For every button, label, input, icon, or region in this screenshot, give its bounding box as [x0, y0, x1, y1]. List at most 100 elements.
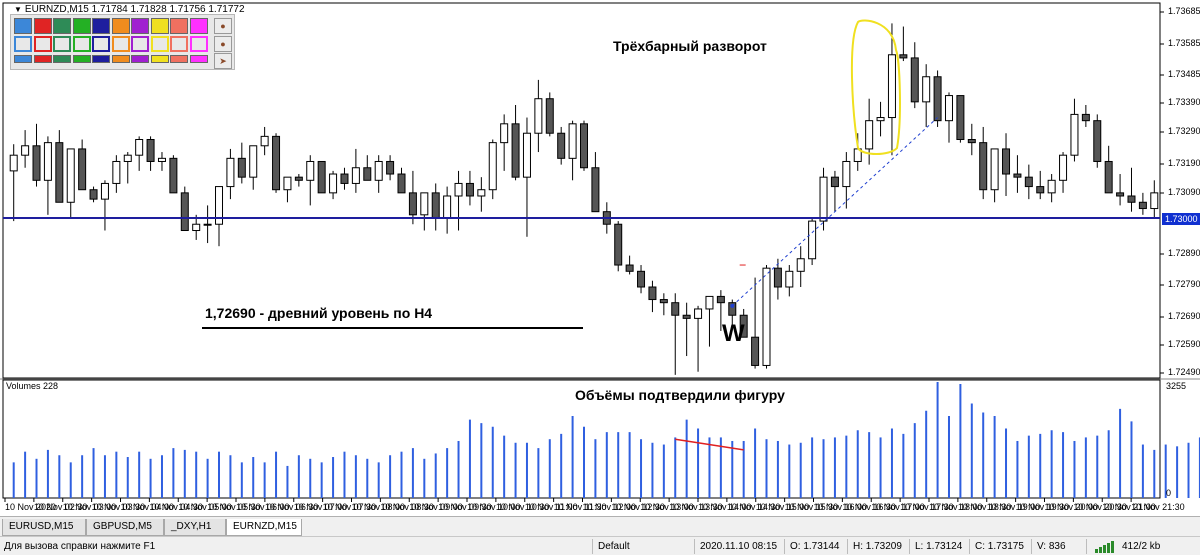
palette-swatch[interactable]	[72, 18, 91, 34]
palette-line-swatch[interactable]	[33, 55, 52, 63]
palette-outline-swatch[interactable]	[131, 36, 149, 52]
palette-outline-swatch[interactable]	[170, 36, 188, 52]
connection-status-icon[interactable]	[1095, 541, 1119, 553]
bull-candle	[876, 117, 885, 122]
status-divider	[694, 539, 695, 554]
tab-gbpusd-m5[interactable]: GBPUSD,M5	[86, 519, 164, 536]
tab-eurnzd-m15[interactable]: EURNZD,M15	[226, 519, 302, 536]
time-axis-label: 10 Nov 20:30	[1073, 502, 1127, 512]
time-axis-label: 10 Nov 07:30	[322, 502, 377, 512]
time-axis-label: 10 Nov 03:00	[62, 502, 117, 512]
bear-candle	[739, 314, 748, 338]
palette-line-swatch[interactable]	[131, 55, 149, 63]
time-axis-label: 10 Nov 21:30	[1131, 502, 1185, 512]
palette-outline-swatch[interactable]	[111, 36, 130, 52]
bear-candle	[146, 139, 155, 162]
palette-swatch[interactable]	[131, 18, 149, 34]
bull-candle	[329, 173, 338, 194]
bull-candle	[522, 132, 531, 178]
bull-candle	[1070, 113, 1079, 156]
palette-swatch[interactable]	[33, 18, 52, 34]
status-high: H: 1.73209	[853, 541, 902, 552]
time-axis-label: 10 Nov 17:30	[900, 502, 954, 512]
time-axis-label: 10 Nov 07:00	[293, 502, 348, 512]
bear-candle	[637, 270, 646, 288]
time-axis-label: 10 Nov 14:00	[698, 502, 752, 512]
palette-outline-swatch[interactable]	[14, 36, 32, 52]
palette-swatch[interactable]	[111, 18, 130, 34]
palette-swatch[interactable]	[150, 18, 169, 34]
bull-candle	[694, 308, 703, 319]
palette-swatch[interactable]	[189, 18, 208, 34]
price-axis-label: 1.73190	[1168, 158, 1200, 168]
bull-candle	[135, 139, 144, 156]
palette-line-swatch[interactable]	[14, 55, 32, 63]
bear-candle	[557, 132, 566, 159]
bull-candle	[534, 98, 543, 134]
chart-canvas[interactable]	[0, 0, 1200, 516]
bear-candle	[169, 157, 178, 194]
bear-candle	[933, 76, 942, 122]
bear-candle	[397, 173, 406, 194]
bull-candle	[123, 154, 132, 162]
time-axis-label: 10 Nov 12:00	[582, 502, 637, 512]
time-axis-label: 10 Nov 18:00	[929, 502, 983, 512]
bear-candle	[294, 176, 303, 181]
time-axis-label: 10 Nov 02:30	[33, 502, 88, 512]
bull-candle	[374, 160, 383, 181]
bear-candle	[465, 182, 474, 197]
palette-swatch[interactable]	[53, 18, 71, 34]
palette-eraser-icon[interactable]: ➤	[214, 53, 232, 69]
palette-outline-swatch[interactable]	[150, 36, 169, 52]
time-axis-label: 10 Nov 11:00	[524, 502, 578, 512]
tab-eurusd-m15[interactable]: EURUSD,M15	[2, 519, 86, 536]
chart-area[interactable]: ▼ EURNZD,M15 1.71784 1.71828 1.71756 1.71…	[0, 0, 1200, 516]
bull-candle	[785, 270, 794, 288]
bear-candle	[728, 302, 737, 316]
bull-candle	[260, 135, 269, 147]
palette-line-swatch[interactable]	[150, 55, 169, 63]
palette-line-swatch[interactable]	[72, 55, 91, 63]
palette-dot-button-icon[interactable]: ●	[214, 35, 232, 52]
bear-candle	[363, 167, 372, 181]
palette-line-swatch[interactable]	[92, 55, 110, 63]
bull-candle	[112, 160, 121, 184]
bull-candle	[887, 54, 896, 119]
bear-candle	[659, 299, 668, 304]
tab-dxy-h1[interactable]: _DXY,H1	[164, 519, 226, 536]
palette-line-swatch[interactable]	[170, 55, 188, 63]
bear-candle	[272, 135, 281, 191]
palette-outline-swatch[interactable]	[72, 36, 91, 52]
palette-dot-button-icon[interactable]: ●	[214, 18, 232, 34]
status-bar: Для вызова справки нажмите F1 Default 20…	[0, 536, 1200, 555]
annotation-volumes: Объёмы подтвердили фигуру	[575, 387, 785, 403]
bear-candle	[180, 192, 189, 232]
bear-candle	[773, 267, 782, 288]
bear-candle	[317, 160, 326, 194]
time-axis-label: 10 Nov 10:00	[467, 502, 521, 512]
time-axis-label: 10 Nov 04:30	[149, 502, 203, 512]
palette-outline-swatch[interactable]	[189, 36, 208, 52]
status-datetime: 2020.11.10 08:15	[700, 541, 778, 552]
palette-line-swatch[interactable]	[111, 55, 130, 63]
palette-outline-swatch[interactable]	[33, 36, 52, 52]
status-traffic: 412/2 kb	[1122, 541, 1161, 552]
bull-candle	[454, 182, 463, 197]
palette-line-swatch[interactable]	[53, 55, 71, 63]
annotation-level: 1,72690 - древний уровень по H4	[205, 305, 433, 321]
palette-swatch[interactable]	[92, 18, 110, 34]
time-axis-label: 10 Nov 19:00	[986, 502, 1041, 512]
bull-candle	[819, 176, 828, 222]
dropdown-arrow-icon[interactable]: ▼	[14, 5, 22, 14]
price-axis-label: 1.73585	[1168, 38, 1200, 48]
bull-candle	[990, 148, 999, 191]
bull-candle	[21, 145, 30, 156]
bull-candle	[568, 123, 577, 159]
color-palette-panel[interactable]: ● ● ➤	[10, 14, 235, 70]
palette-swatch[interactable]	[170, 18, 188, 34]
palette-outline-swatch[interactable]	[53, 36, 71, 52]
palette-outline-swatch[interactable]	[92, 36, 110, 52]
bear-candle	[1024, 176, 1033, 188]
palette-line-swatch[interactable]	[189, 55, 208, 63]
palette-swatch[interactable]	[14, 18, 32, 34]
